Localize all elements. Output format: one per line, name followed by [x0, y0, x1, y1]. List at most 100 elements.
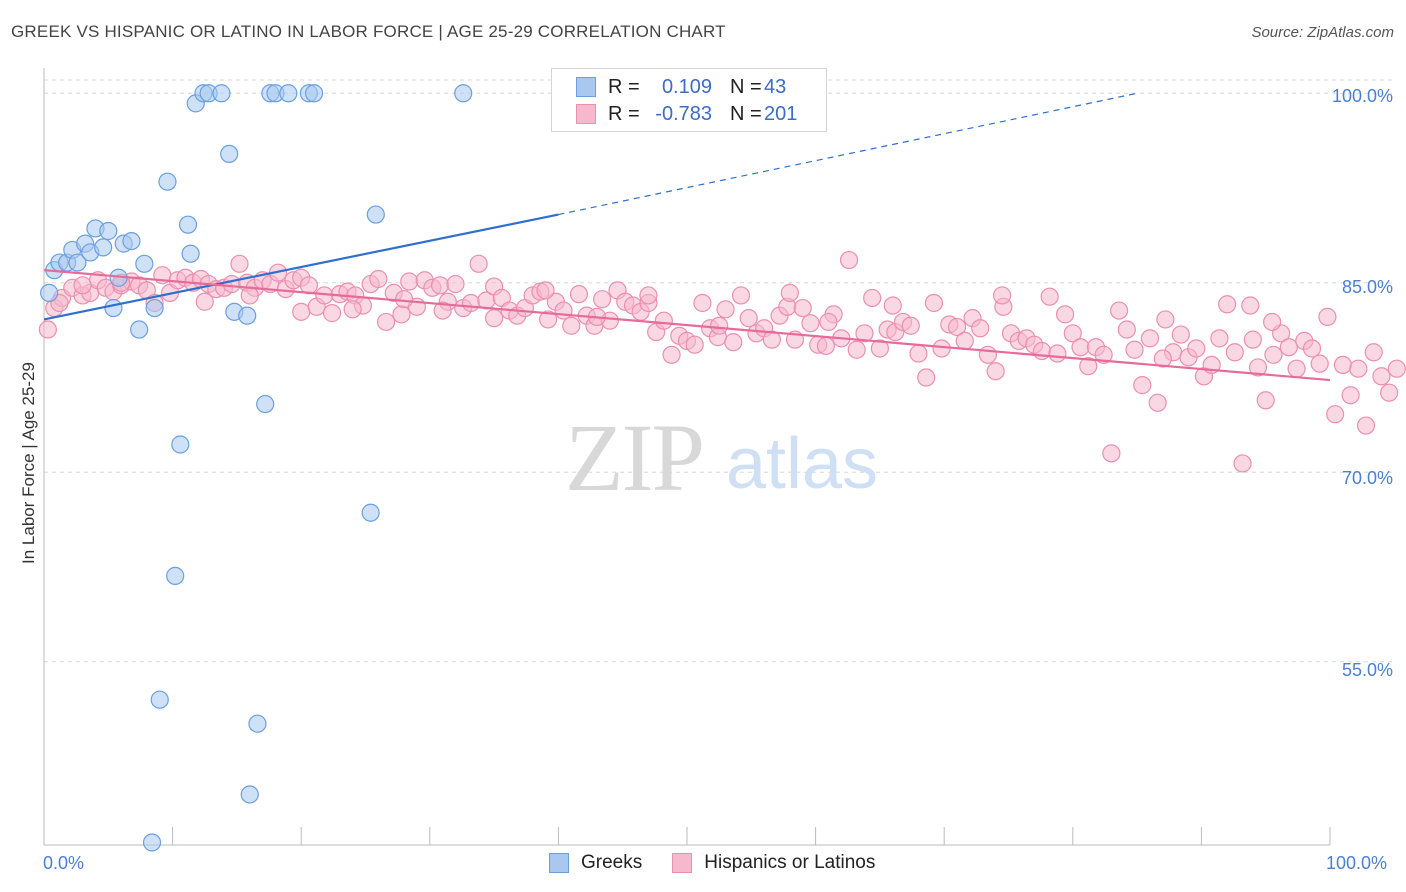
latino-point [1279, 338, 1298, 357]
greek-point [94, 238, 113, 257]
greek-point [104, 298, 123, 318]
latino-point [992, 286, 1012, 305]
greek-point [220, 144, 239, 164]
latino-point [1364, 343, 1383, 362]
greek-point [142, 833, 162, 852]
latino-point [485, 309, 504, 328]
latino-point [1117, 320, 1136, 339]
latino-point [433, 301, 452, 320]
greek-point [99, 221, 118, 241]
greek-point [40, 283, 59, 302]
latino-point [654, 311, 673, 330]
y-axis-label: In Labor Force | Age 25-29 [19, 362, 38, 564]
latino-point [909, 344, 928, 363]
y-tick-label: 55.0% [1341, 660, 1393, 680]
legend-swatch-latinos [672, 853, 693, 873]
latino-point [446, 274, 465, 294]
latino-point [1094, 345, 1113, 364]
latino-point [1341, 386, 1360, 405]
legend-n-label: N = [730, 102, 762, 125]
latino-point [1372, 367, 1391, 386]
latino-point [639, 286, 658, 305]
latino-point [693, 293, 712, 313]
latino-point [731, 286, 751, 305]
latino-point [536, 281, 555, 300]
latino-point [762, 330, 781, 349]
x-tick-label-min: 0.0% [43, 853, 85, 873]
grid-lines [44, 79, 1394, 663]
latino-point [1225, 343, 1244, 362]
latino-point [978, 345, 998, 364]
latino-point [971, 319, 990, 338]
latino-point [1243, 330, 1262, 349]
legend-swatch-greeks [549, 853, 569, 873]
greek-point [240, 785, 259, 804]
legend-label-greeks: Greeks [581, 852, 643, 873]
latino-point [1256, 391, 1275, 410]
latino-point [1356, 416, 1376, 435]
latino-point [240, 286, 259, 305]
latino-point [1125, 340, 1144, 359]
latino-point [801, 314, 820, 333]
y-tick-label: 100.0% [1331, 86, 1393, 106]
greek-point [238, 306, 257, 325]
legend-n-label: N = [730, 75, 762, 98]
legend-row-greeks: R = 0.109 N = 43 [576, 75, 786, 99]
watermark-atlas: atlas [726, 424, 878, 504]
latino-point [710, 316, 729, 335]
latino-point [569, 285, 589, 304]
legend-r-value: -0.783 [655, 102, 712, 125]
latino-point [1140, 329, 1160, 348]
legend-swatch-greeks [576, 77, 596, 97]
series-legend: Greeks Hispanics or Latinos [549, 852, 905, 874]
y-tick-label: 70.0% [1341, 468, 1393, 488]
latino-point [539, 310, 558, 329]
latino-point [816, 336, 835, 356]
legend-r-label: R = [608, 75, 640, 98]
latino-point [1333, 355, 1352, 375]
latino-point [1241, 296, 1260, 315]
legend-label-latinos: Hispanics or Latinos [704, 852, 876, 873]
latino-point [1326, 405, 1345, 424]
latino-point [924, 293, 944, 313]
source-credit: Source: ZipAtlas.com [1251, 24, 1394, 41]
latino-point [562, 316, 581, 335]
greek-point [248, 714, 267, 733]
latino-point [1063, 324, 1082, 343]
latino-point [685, 335, 704, 354]
latino-point [400, 272, 419, 291]
latino-point [1171, 325, 1190, 344]
legend-item-greeks: Greeks [549, 852, 642, 874]
legend-r-label: R = [608, 102, 640, 125]
latino-point [1380, 383, 1399, 402]
latino-point [1387, 359, 1406, 378]
greek-point [256, 394, 275, 414]
latino-point [292, 302, 311, 321]
legend-swatch-latinos [576, 104, 596, 124]
greek-point [181, 244, 200, 263]
greek-point [68, 253, 87, 272]
trend-lines [43, 92, 1331, 382]
latino-point [222, 274, 241, 294]
latino-point [724, 333, 743, 352]
latino-point [1156, 310, 1175, 329]
latino-point [986, 362, 1005, 381]
latino-point [1187, 339, 1206, 358]
latino-point [554, 301, 573, 320]
latino-point [917, 368, 936, 387]
legend-n-value: 43 [764, 75, 787, 98]
latino-point [369, 269, 388, 289]
legend-item-latinos: Hispanics or Latinos [672, 852, 875, 874]
latino-point [1264, 345, 1283, 364]
latino-point [793, 298, 812, 318]
chart-title: GREEK VS HISPANIC OR LATINO IN LABOR FOR… [11, 22, 726, 41]
latino-point [1040, 287, 1059, 306]
greek-point [150, 690, 169, 709]
watermark-zip: ZIP [565, 404, 703, 511]
greek-point [304, 84, 324, 103]
latino-point [716, 300, 735, 319]
latino-point [1133, 376, 1152, 395]
latino-point [430, 276, 450, 295]
greek-point [171, 435, 190, 454]
